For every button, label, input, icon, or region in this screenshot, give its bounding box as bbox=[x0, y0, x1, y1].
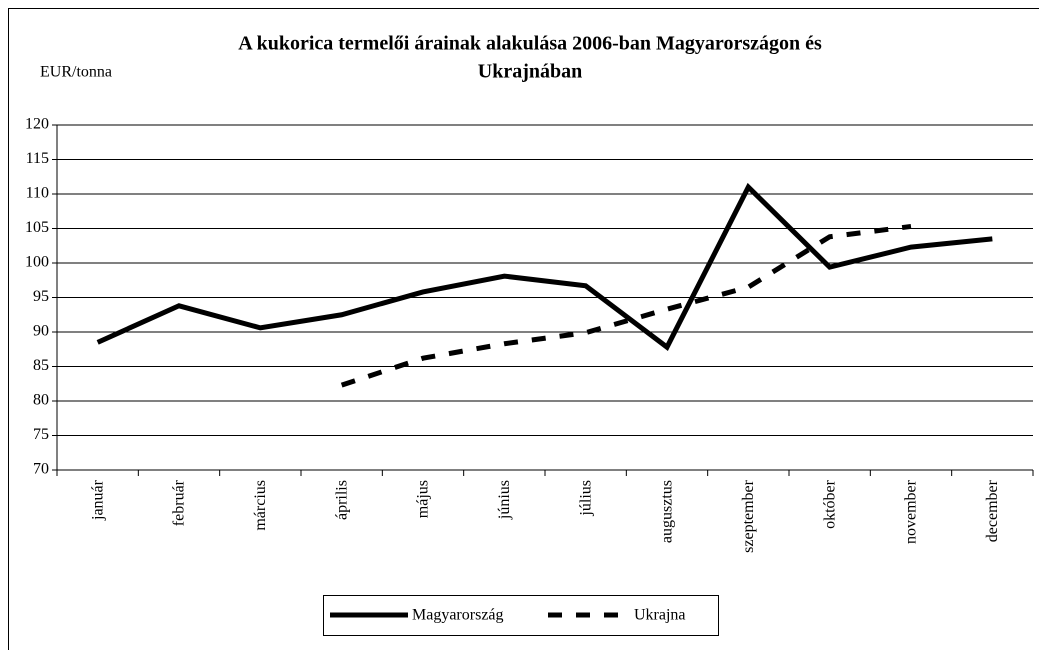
x-tick-label: február bbox=[171, 479, 188, 526]
x-tick-label: július bbox=[577, 480, 594, 517]
data-line bbox=[340, 223, 912, 388]
y-tick-label: 100 bbox=[25, 254, 49, 271]
y-tick-label: 105 bbox=[25, 219, 49, 236]
x-tick-label: március bbox=[252, 480, 269, 531]
x-tick-label: június bbox=[496, 480, 513, 520]
y-tick-label: 75 bbox=[33, 426, 49, 443]
y-tick-label: 115 bbox=[26, 150, 49, 167]
x-tick-label: november bbox=[903, 479, 920, 544]
chart-title: Ukrajnában bbox=[478, 61, 582, 83]
y-tick-label: 95 bbox=[33, 288, 49, 305]
y-axis-label: EUR/tonna bbox=[40, 64, 112, 81]
x-tick-label: augusztus bbox=[659, 480, 676, 543]
chart-title: A kukorica termelői árainak alakulása 20… bbox=[238, 33, 822, 55]
y-tick-label: 85 bbox=[33, 357, 49, 374]
legend-label: Magyarország bbox=[412, 607, 504, 624]
x-tick-label: szeptember bbox=[740, 479, 757, 553]
y-tick-label: 90 bbox=[33, 323, 49, 340]
x-tick-label: január bbox=[89, 479, 106, 521]
y-tick-label: 80 bbox=[33, 392, 49, 409]
y-tick-label: 110 bbox=[26, 185, 49, 202]
y-tick-label: 120 bbox=[25, 116, 49, 133]
x-tick-label: december bbox=[984, 479, 1001, 542]
chart-frame bbox=[8, 8, 1039, 650]
legend-label: Ukrajna bbox=[634, 607, 686, 624]
x-tick-label: április bbox=[333, 480, 350, 520]
x-tick-label: május bbox=[415, 480, 432, 518]
y-tick-label: 70 bbox=[33, 461, 49, 478]
x-tick-label: október bbox=[821, 479, 838, 529]
data-line bbox=[96, 182, 993, 351]
